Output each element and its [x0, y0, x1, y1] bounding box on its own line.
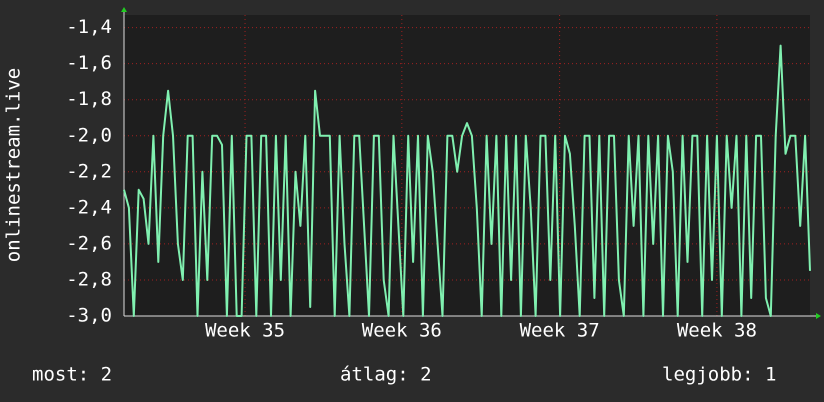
y-tick-label: -1,8 [66, 88, 112, 110]
y-axis-label: onlinestream.live [3, 68, 25, 262]
x-tick-label: Week 38 [677, 320, 757, 342]
axis-arrow [816, 313, 821, 319]
y-tick-label: -2,8 [66, 268, 112, 290]
plot-area [124, 15, 810, 316]
x-tick-label: Week 36 [362, 320, 442, 342]
x-tick-label: Week 35 [205, 320, 285, 342]
footer-current: most: 2 [32, 364, 112, 386]
footer-best: legjobb: 1 [662, 364, 776, 386]
y-tick-label: -2,2 [66, 160, 112, 182]
y-tick-label: -3,0 [66, 305, 112, 327]
x-tick-label: Week 37 [520, 320, 600, 342]
footer-average: átlag: 2 [340, 364, 432, 386]
axis-arrow [121, 7, 127, 12]
y-tick-label: -1,4 [66, 16, 112, 38]
data-line [123, 44, 811, 317]
y-tick-label: -2,0 [66, 124, 112, 146]
y-tick-label: -1,6 [66, 52, 112, 74]
y-tick-label: -2,6 [66, 232, 112, 254]
y-tick-label: -2,4 [66, 196, 112, 218]
